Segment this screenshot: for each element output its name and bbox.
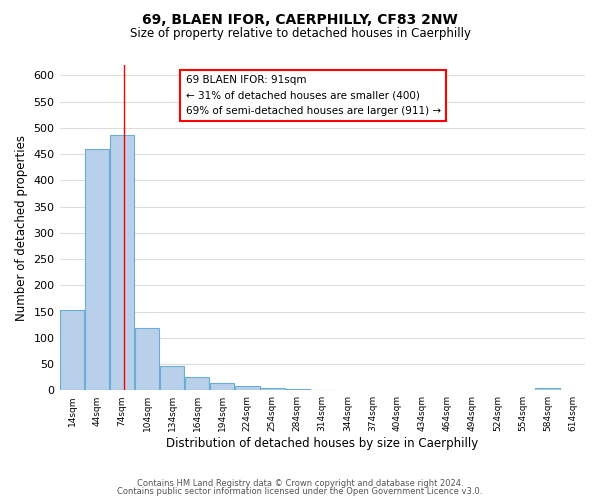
Text: Contains HM Land Registry data © Crown copyright and database right 2024.: Contains HM Land Registry data © Crown c… — [137, 478, 463, 488]
Bar — [85, 149, 109, 390]
Bar — [210, 383, 235, 390]
Bar — [160, 366, 184, 390]
Text: Contains public sector information licensed under the Open Government Licence v3: Contains public sector information licen… — [118, 487, 482, 496]
Text: 69 BLAEN IFOR: 91sqm
← 31% of detached houses are smaller (400)
69% of semi-deta: 69 BLAEN IFOR: 91sqm ← 31% of detached h… — [185, 75, 441, 116]
Bar — [535, 388, 560, 390]
Bar — [60, 310, 85, 390]
Bar — [235, 386, 260, 390]
Bar — [135, 328, 160, 390]
Bar — [110, 135, 134, 390]
X-axis label: Distribution of detached houses by size in Caerphilly: Distribution of detached houses by size … — [166, 437, 478, 450]
Text: 69, BLAEN IFOR, CAERPHILLY, CF83 2NW: 69, BLAEN IFOR, CAERPHILLY, CF83 2NW — [142, 12, 458, 26]
Bar — [185, 377, 209, 390]
Text: Size of property relative to detached houses in Caerphilly: Size of property relative to detached ho… — [130, 28, 470, 40]
Y-axis label: Number of detached properties: Number of detached properties — [15, 134, 28, 320]
Bar — [260, 388, 284, 390]
